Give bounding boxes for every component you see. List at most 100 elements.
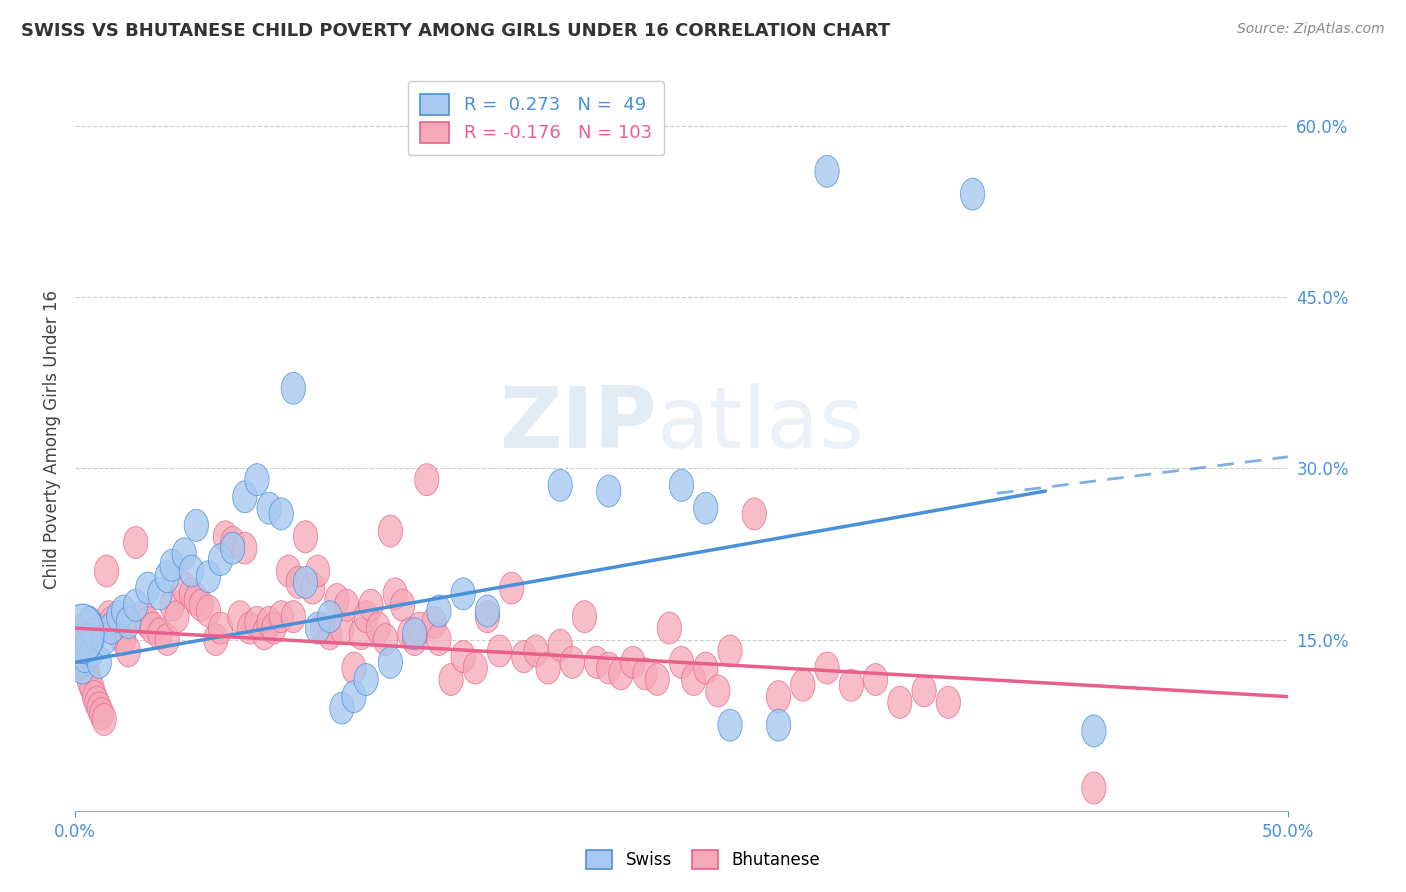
Ellipse shape (131, 600, 155, 632)
Ellipse shape (427, 595, 451, 627)
Ellipse shape (790, 669, 815, 701)
Ellipse shape (135, 572, 160, 604)
Ellipse shape (463, 652, 488, 684)
Ellipse shape (398, 618, 422, 649)
Ellipse shape (101, 612, 127, 644)
Ellipse shape (427, 624, 451, 656)
Ellipse shape (839, 669, 863, 701)
Ellipse shape (585, 647, 609, 678)
Ellipse shape (1081, 714, 1107, 747)
Ellipse shape (887, 686, 912, 718)
Ellipse shape (294, 566, 318, 599)
Ellipse shape (180, 578, 204, 610)
Y-axis label: Child Poverty Among Girls Under 16: Child Poverty Among Girls Under 16 (44, 290, 60, 590)
Ellipse shape (669, 469, 693, 501)
Ellipse shape (560, 647, 585, 678)
Ellipse shape (204, 624, 228, 656)
Ellipse shape (135, 607, 160, 639)
Ellipse shape (87, 692, 111, 724)
Ellipse shape (325, 583, 349, 615)
Ellipse shape (415, 464, 439, 496)
Ellipse shape (718, 635, 742, 667)
Ellipse shape (197, 595, 221, 627)
Ellipse shape (645, 664, 669, 696)
Ellipse shape (208, 543, 233, 575)
Ellipse shape (80, 672, 104, 704)
Ellipse shape (60, 604, 104, 664)
Ellipse shape (155, 624, 180, 656)
Text: atlas: atlas (657, 384, 865, 467)
Ellipse shape (155, 561, 180, 592)
Ellipse shape (160, 549, 184, 582)
Ellipse shape (124, 590, 148, 621)
Ellipse shape (391, 590, 415, 621)
Ellipse shape (252, 618, 277, 649)
Ellipse shape (87, 647, 111, 678)
Ellipse shape (301, 572, 325, 604)
Ellipse shape (90, 698, 114, 730)
Ellipse shape (609, 657, 633, 690)
Ellipse shape (117, 607, 141, 639)
Ellipse shape (330, 612, 354, 644)
Ellipse shape (77, 607, 101, 639)
Ellipse shape (633, 657, 657, 690)
Ellipse shape (305, 612, 330, 644)
Ellipse shape (657, 612, 682, 644)
Text: SWISS VS BHUTANESE CHILD POVERTY AMONG GIRLS UNDER 16 CORRELATION CHART: SWISS VS BHUTANESE CHILD POVERTY AMONG G… (21, 22, 890, 40)
Ellipse shape (67, 620, 91, 652)
Ellipse shape (65, 615, 90, 647)
Ellipse shape (148, 618, 172, 649)
Ellipse shape (402, 618, 427, 649)
Ellipse shape (281, 372, 305, 404)
Ellipse shape (188, 590, 214, 621)
Ellipse shape (180, 555, 204, 587)
Ellipse shape (67, 647, 91, 678)
Ellipse shape (70, 637, 94, 669)
Ellipse shape (172, 538, 197, 570)
Ellipse shape (706, 675, 730, 706)
Ellipse shape (107, 600, 131, 632)
Ellipse shape (172, 572, 197, 604)
Ellipse shape (815, 652, 839, 684)
Ellipse shape (335, 590, 359, 621)
Ellipse shape (596, 652, 621, 684)
Ellipse shape (548, 469, 572, 501)
Ellipse shape (349, 618, 374, 649)
Ellipse shape (815, 155, 839, 187)
Ellipse shape (233, 533, 257, 564)
Text: ZIP: ZIP (499, 384, 657, 467)
Ellipse shape (73, 640, 97, 673)
Ellipse shape (245, 607, 269, 639)
Ellipse shape (83, 681, 107, 713)
Ellipse shape (257, 492, 281, 524)
Ellipse shape (342, 681, 366, 713)
Ellipse shape (742, 498, 766, 530)
Ellipse shape (91, 624, 117, 656)
Ellipse shape (100, 612, 124, 644)
Ellipse shape (160, 590, 184, 621)
Legend: Swiss, Bhutanese: Swiss, Bhutanese (575, 840, 831, 880)
Ellipse shape (718, 709, 742, 741)
Ellipse shape (184, 509, 208, 541)
Text: Source: ZipAtlas.com: Source: ZipAtlas.com (1237, 22, 1385, 37)
Ellipse shape (77, 665, 101, 698)
Ellipse shape (572, 600, 596, 632)
Ellipse shape (766, 709, 790, 741)
Ellipse shape (408, 612, 432, 644)
Ellipse shape (960, 178, 984, 211)
Ellipse shape (117, 635, 141, 667)
Ellipse shape (311, 612, 335, 644)
Ellipse shape (359, 590, 382, 621)
Ellipse shape (596, 475, 621, 507)
Ellipse shape (97, 600, 121, 632)
Ellipse shape (257, 607, 281, 639)
Ellipse shape (221, 526, 245, 558)
Ellipse shape (75, 629, 100, 661)
Ellipse shape (499, 572, 524, 604)
Ellipse shape (354, 664, 378, 696)
Ellipse shape (73, 648, 97, 681)
Ellipse shape (84, 686, 110, 718)
Ellipse shape (318, 618, 342, 649)
Ellipse shape (378, 515, 402, 547)
Ellipse shape (214, 521, 238, 553)
